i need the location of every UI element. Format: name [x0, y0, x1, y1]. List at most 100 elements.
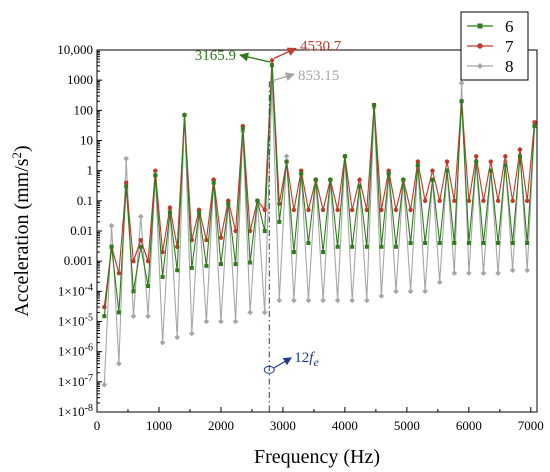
series-6-point: [189, 265, 194, 270]
series-6-point: [116, 310, 121, 315]
series-6-point: [277, 219, 282, 224]
x-tick-label: 7000: [518, 418, 544, 433]
series-6-point: [445, 168, 450, 173]
series-6-point: [401, 177, 406, 182]
series-8-point: [509, 267, 516, 274]
series-7-point: [350, 207, 355, 213]
series-6-point: [342, 154, 347, 159]
series-8-point: [334, 297, 341, 304]
series-8-point: [174, 334, 180, 341]
series-7-point: [488, 159, 493, 164]
series-6-point: [138, 244, 143, 249]
series-7-point: [430, 168, 435, 173]
series-8-point: [291, 297, 297, 304]
series-6-point: [452, 241, 457, 246]
series-8-point: [393, 288, 399, 295]
series-7-point: [357, 177, 362, 182]
peak-8-arrow: [273, 72, 295, 81]
series-6-point: [335, 244, 340, 249]
series-8-point: [218, 318, 224, 325]
series-8-point: [123, 155, 129, 162]
series-8-point: [458, 80, 465, 86]
series-6-point: [393, 244, 398, 249]
peak-7-arrow: [273, 47, 297, 59]
series-8-point: [349, 297, 355, 304]
series-6-point: [248, 260, 253, 265]
series-8-point: [137, 213, 144, 220]
series-8-point: [261, 309, 268, 316]
series-6-point: [131, 289, 136, 294]
series-6-point: [350, 244, 355, 249]
series-7-point: [218, 235, 224, 240]
fe-label: 12fe: [294, 350, 319, 369]
series-7-point: [452, 198, 457, 204]
legend-label-7: 7: [505, 37, 514, 56]
series-7-point: [393, 207, 399, 213]
series-7-point: [466, 198, 472, 204]
series-6-point: [386, 171, 391, 176]
series-7-point: [131, 258, 136, 264]
series-7-point: [306, 207, 311, 213]
y-tick-label: 0.01: [70, 223, 93, 238]
series-6-point: [240, 126, 245, 131]
series-7-point: [291, 207, 297, 213]
series-6-point: [321, 250, 326, 255]
series-8-point: [407, 288, 414, 295]
series-7-point: [495, 198, 501, 204]
series-8-point: [422, 288, 428, 295]
series-8-point: [480, 270, 487, 276]
peak-6-arrow: [239, 52, 271, 63]
x-tick-label: 0: [94, 418, 101, 433]
series-6-point: [532, 124, 537, 129]
series-6-point: [466, 241, 471, 246]
series-6-point: [510, 241, 515, 246]
series-7-point: [517, 147, 523, 152]
x-axis-title: Frequency (Hz): [254, 446, 380, 468]
series-6-point: [204, 263, 209, 268]
series-8-point: [247, 309, 253, 316]
series-8-point: [436, 279, 443, 286]
series-8-point: [101, 381, 108, 388]
series-6-point: [226, 201, 231, 206]
fe-arrow: [273, 357, 293, 369]
y-tick-label: 0.1: [77, 193, 93, 208]
series-6-point: [124, 184, 129, 189]
series-6-point: [357, 184, 362, 189]
y-tick-label: 10,000: [57, 42, 93, 57]
series-6-point: [109, 244, 114, 249]
y-tick-label: 1×10-4: [58, 282, 93, 298]
series-7-point: [510, 198, 515, 204]
series-8-point: [495, 270, 501, 276]
series-7-point: [320, 207, 326, 213]
series-8-point: [451, 270, 458, 276]
series-7-point: [153, 168, 158, 173]
series-6-point: [167, 210, 172, 215]
series-8-point: [269, 79, 275, 86]
series-6-point: [284, 159, 289, 164]
series-7-point: [437, 198, 442, 204]
y-tick-label: 1: [87, 163, 94, 178]
series-8-point: [283, 153, 290, 160]
series-8-point: [305, 297, 312, 304]
fe-marker-circle: [263, 365, 275, 374]
series-8-point: [320, 297, 326, 304]
series-6-point: [415, 163, 420, 168]
series-6-point: [459, 99, 464, 104]
peak-6-label: 3165.9: [195, 48, 236, 64]
series-6-point: [146, 284, 151, 289]
series-8-point: [378, 293, 385, 299]
series-8-point: [189, 330, 195, 337]
series-6-point: [488, 168, 493, 173]
series-7-point: [422, 198, 428, 204]
series-6-point: [102, 314, 107, 319]
series-6-point: [408, 241, 413, 246]
y-tick-label: 1×10-5: [58, 313, 93, 329]
peak-7-label: 4530.7: [300, 38, 342, 54]
y-tick-label: 100: [74, 102, 94, 117]
series-6-point: [233, 262, 238, 267]
series-6-point: [291, 250, 296, 255]
series-7-point: [204, 237, 209, 243]
series-6-point: [313, 177, 318, 182]
